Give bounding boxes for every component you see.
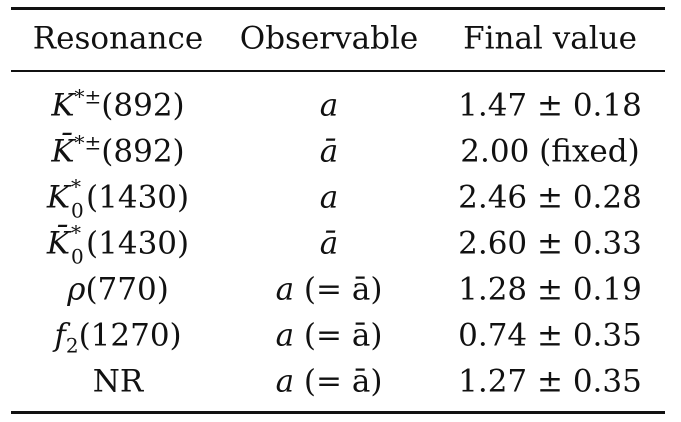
resonance-sup-sub: * 0 (70, 177, 86, 221)
final-value-cell: 2.00 (fixed) (460, 133, 640, 170)
resonance-superscript: * (71, 174, 82, 199)
final-value-cell: 2.46 ± 0.28 (458, 179, 642, 216)
final-value-cell: 1.27 ± 0.35 (458, 363, 642, 400)
observable-cell: a (319, 179, 339, 216)
bottom-rule (11, 411, 665, 414)
resonance-mass: (1270) (78, 317, 182, 354)
resonance-subscript: 0 (71, 244, 84, 269)
header-observable: Observable (239, 20, 419, 57)
resonance-cell: NR (92, 363, 144, 400)
resonance-cell: K̄*±(892) (51, 133, 185, 170)
resonance-cell: ρ(770) (67, 271, 169, 308)
top-rule (11, 7, 665, 10)
resonance-mass: (1430) (86, 225, 190, 262)
resonance-cell: K * 0 (1430) (46, 177, 190, 221)
observable-symbol: a (319, 87, 339, 124)
observable-symbol: ā (319, 225, 339, 262)
resonance-symbol: f (54, 317, 66, 354)
resonance-superscript: * (71, 220, 82, 245)
resonance-table: Resonance Observable Final value K*±(892… (11, 0, 665, 422)
observable-suffix: (= ā) (303, 363, 383, 400)
resonance-symbol: K̄ (51, 133, 75, 170)
observable-symbol: ā (319, 133, 339, 170)
resonance-superscript: *± (74, 84, 102, 109)
resonance-mass: (770) (85, 271, 169, 308)
resonance-symbol: K̄ (46, 225, 71, 262)
header-final-value: Final value (463, 20, 637, 57)
observable-cell: a (= ā) (275, 271, 383, 308)
resonance-mass: (892) (101, 87, 185, 124)
final-value-cell: 1.47 ± 0.18 (458, 87, 642, 124)
resonance-symbol: NR (92, 363, 144, 400)
resonance-cell: K*±(892) (51, 87, 185, 124)
header-resonance: Resonance (32, 20, 204, 57)
observable-symbol: a (275, 317, 295, 354)
observable-suffix: (= ā) (303, 317, 383, 354)
resonance-superscript: *± (74, 130, 102, 155)
observable-symbol: a (275, 271, 295, 308)
observable-cell: a (= ā) (275, 363, 383, 400)
observable-symbol: a (319, 179, 339, 216)
resonance-subscript: 2 (65, 333, 79, 358)
final-value-cell: 0.74 ± 0.35 (458, 317, 642, 354)
resonance-cell: K̄ * 0 (1430) (46, 223, 190, 267)
observable-cell: ā (319, 133, 339, 170)
header-rule (11, 70, 665, 72)
resonance-symbol: K (46, 179, 71, 216)
resonance-mass: (892) (101, 133, 185, 170)
observable-suffix: (= ā) (303, 271, 383, 308)
final-value-cell: 2.60 ± 0.33 (458, 225, 642, 262)
resonance-mass: (1430) (86, 179, 190, 216)
observable-symbol: a (275, 363, 295, 400)
observable-cell: a (319, 87, 339, 124)
observable-cell: ā (319, 225, 339, 262)
final-value-cell: 1.28 ± 0.19 (458, 271, 642, 308)
observable-cell: a (= ā) (275, 317, 383, 354)
resonance-symbol: ρ (67, 271, 86, 308)
resonance-symbol: K (51, 87, 75, 124)
resonance-sup-sub: * 0 (70, 223, 86, 267)
resonance-subscript: 0 (71, 198, 84, 223)
resonance-cell: f2(1270) (54, 317, 182, 356)
